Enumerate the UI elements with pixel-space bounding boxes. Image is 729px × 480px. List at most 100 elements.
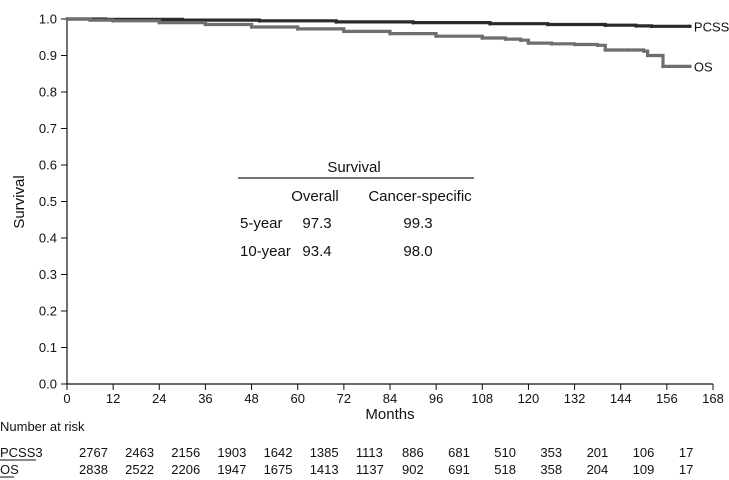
data-point-os [572,42,577,47]
risk-cell: 510 [494,445,516,460]
data-point-os [295,27,300,31]
risk-cell: 2522 [125,462,154,477]
x-tick-label: 108 [471,391,493,406]
x-tick-label: 96 [429,391,443,406]
risk-cell: 886 [402,445,424,460]
risk-cell: 2206 [171,462,200,477]
data-point-os [518,38,523,42]
series-label-pcss: PCSS [694,19,729,34]
risk-cell: 1903 [217,445,246,460]
data-point-os [603,48,608,52]
series-layer [65,17,692,69]
x-tick-label: 132 [564,391,586,406]
risk-cell: 2767 [79,445,108,460]
risk-cell: 1385 [310,445,339,460]
y-tick-label: 0.8 [39,85,57,100]
data-point-os [661,64,665,69]
data-point-os [157,20,162,25]
data-point-os [342,29,346,34]
risk-row-label-os: OS [0,462,19,477]
data-point-pcss [603,23,608,28]
inset-row-label: 5-year [240,215,283,232]
data-point-pcss [411,20,415,25]
x-tick-label: 120 [518,391,540,406]
risk-cell: 201 [587,445,609,460]
data-point-os [480,36,485,40]
data-point-os [503,37,508,41]
inset-row-label: 10-year [240,243,291,260]
x-axis-label: Months [365,406,414,423]
y-tick-label: 0.1 [39,340,57,355]
risk-cell: 902 [402,462,424,477]
inset-title: Survival [327,159,380,176]
data-point-os [65,17,69,21]
x-tick-label: 36 [198,391,212,406]
data-point-os [657,53,661,58]
risk-table-title: Number at risk [0,419,85,434]
y-tick-label: 0.9 [39,48,57,63]
risk-cell: 1642 [264,445,293,460]
y-tick-label: 0.0 [39,377,57,392]
series-labels: PCSS OS [694,19,729,74]
risk-cell: 2156 [171,445,200,460]
risk-cell: 1675 [264,462,293,477]
risk-row-label-pcss3: PCSS3 [0,445,43,460]
y-axis-label: Survival [11,175,28,228]
data-point-os [626,48,631,52]
data-point-os [203,22,208,27]
data-point-pcss [545,22,550,27]
risk-cell: 106 [633,445,655,460]
inset-cell: 97.3 [302,215,331,232]
data-point-pcss [634,24,638,28]
risk-cell: 204 [587,462,609,477]
data-point-os [645,53,650,58]
x-tick-label: 12 [106,391,120,406]
axes: 0 12 24 36 48 60 72 84 96 108 120 132 144 156 168 0.0 0.… [39,12,724,407]
risk-cell: 681 [448,445,470,460]
x-tick-label: 72 [337,391,351,406]
series-line-os [67,17,690,68]
y-tick-label: 1.0 [39,12,57,27]
data-point-os [434,34,438,38]
data-point-os [526,41,531,45]
inset-cell: 99.3 [403,215,432,232]
data-point-os [549,42,554,46]
x-tick-label: 144 [610,391,632,406]
data-point-pcss [334,20,339,24]
data-point-os [388,31,392,36]
data-point-os [249,25,254,29]
y-tick-label: 0.4 [39,231,57,246]
x-tick-label: 156 [656,391,678,406]
y-tick-label: 0.7 [39,121,57,136]
inset-col-cancer-specific: Cancer-specific [368,188,472,205]
data-point-pcss [649,24,654,29]
data-point-os [111,19,115,23]
data-point-pcss [488,21,492,26]
risk-cell: 358 [540,462,562,477]
inset-col-overall: Overall [291,188,339,205]
data-point-os [88,18,92,22]
risk-cell: 2838 [79,462,108,477]
risk-cell: 1113 [356,445,383,460]
x-tick-label: 84 [383,391,397,406]
risk-cell: 1137 [356,462,384,477]
risk-cell: 17 [679,445,693,460]
inset-cell: 93.4 [302,243,331,260]
y-tick-label: 0.5 [39,194,57,209]
data-point-os [595,43,600,48]
risk-cell: 691 [448,462,470,477]
data-point-os [642,49,646,53]
survival-inset-table: Survival Overall Cancer-specific 5-year … [238,159,474,260]
risk-cell: 109 [633,462,655,477]
inset-cell: 98.0 [403,243,432,260]
x-tick-label: 168 [702,391,724,406]
x-tick-label: 60 [290,391,304,406]
x-tick-label: 0 [63,391,70,406]
risk-cell: 1413 [310,462,339,477]
x-tick-label: 24 [152,391,166,406]
y-tick-label: 0.3 [39,267,57,282]
risk-cell: 1947 [217,462,246,477]
risk-cell: 518 [494,462,516,477]
number-at-risk-table: Number at risk PCSS3 OS 2767 2463 2156 1903… [0,419,693,478]
